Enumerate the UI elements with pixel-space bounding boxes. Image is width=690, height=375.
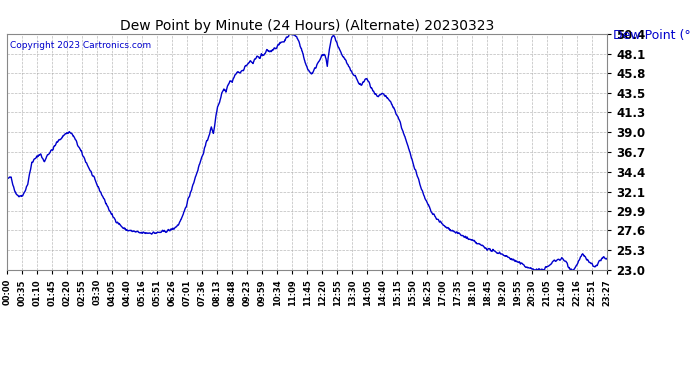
Title: Dew Point by Minute (24 Hours) (Alternate) 20230323: Dew Point by Minute (24 Hours) (Alternat…: [120, 19, 494, 33]
Text: Dew Point (°F): Dew Point (°F): [613, 29, 690, 42]
Text: Copyright 2023 Cartronics.com: Copyright 2023 Cartronics.com: [10, 41, 151, 50]
